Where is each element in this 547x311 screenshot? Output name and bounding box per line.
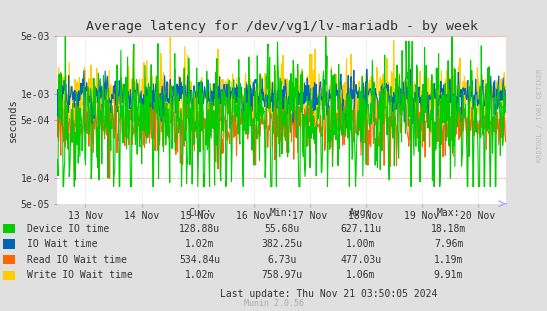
Text: 1.00m: 1.00m — [346, 239, 376, 249]
Text: 477.03u: 477.03u — [340, 255, 382, 265]
Text: 18.18m: 18.18m — [431, 224, 466, 234]
Text: 55.68u: 55.68u — [264, 224, 299, 234]
Text: Write IO Wait time: Write IO Wait time — [27, 270, 133, 280]
Text: Min:: Min: — [270, 208, 293, 218]
Text: 7.96m: 7.96m — [434, 239, 463, 249]
Text: Read IO Wait time: Read IO Wait time — [27, 255, 127, 265]
Text: Max:: Max: — [437, 208, 460, 218]
Text: 128.88u: 128.88u — [179, 224, 220, 234]
Text: 627.11u: 627.11u — [340, 224, 382, 234]
Text: Last update: Thu Nov 21 03:50:05 2024: Last update: Thu Nov 21 03:50:05 2024 — [219, 289, 437, 299]
Text: Munin 2.0.56: Munin 2.0.56 — [243, 299, 304, 308]
Text: Cur:: Cur: — [188, 208, 211, 218]
Text: 1.19m: 1.19m — [434, 255, 463, 265]
Title: Average latency for /dev/vg1/lv-mariadb - by week: Average latency for /dev/vg1/lv-mariadb … — [86, 20, 478, 33]
Text: RRDTOOL / TOBI OETIKER: RRDTOOL / TOBI OETIKER — [537, 68, 543, 162]
Text: 1.06m: 1.06m — [346, 270, 376, 280]
Text: 534.84u: 534.84u — [179, 255, 220, 265]
Y-axis label: seconds: seconds — [8, 98, 18, 142]
Text: 1.02m: 1.02m — [185, 239, 214, 249]
Text: 382.25u: 382.25u — [261, 239, 302, 249]
Text: 1.02m: 1.02m — [185, 270, 214, 280]
Text: IO Wait time: IO Wait time — [27, 239, 98, 249]
Text: 9.91m: 9.91m — [434, 270, 463, 280]
Text: Device IO time: Device IO time — [27, 224, 109, 234]
Text: 6.73u: 6.73u — [267, 255, 296, 265]
Text: Avg:: Avg: — [350, 208, 373, 218]
Text: 758.97u: 758.97u — [261, 270, 302, 280]
